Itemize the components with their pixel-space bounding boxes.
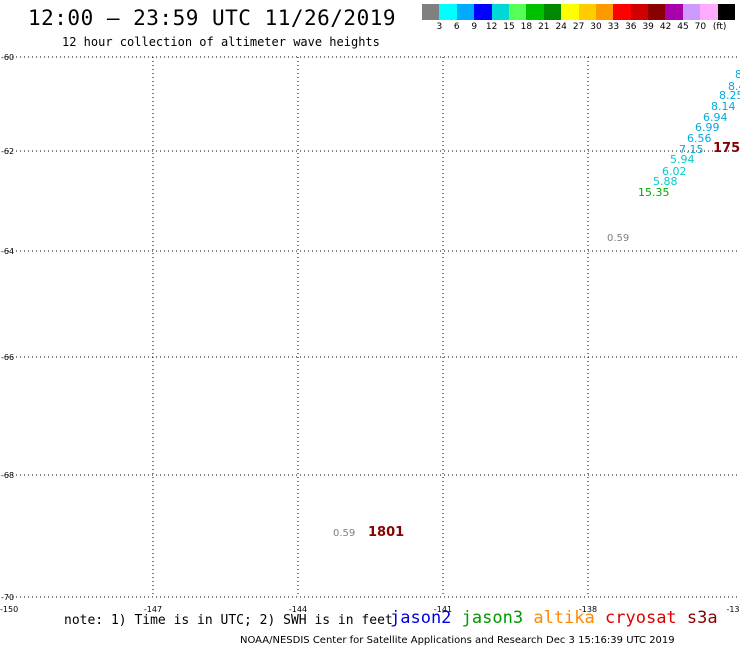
wave-height-label: 6.94 bbox=[703, 111, 728, 124]
color-swatch bbox=[648, 4, 666, 20]
color-scale-label: 6 bbox=[453, 22, 460, 32]
color-swatch bbox=[561, 4, 579, 20]
wave-height-label: 6.56 bbox=[687, 132, 712, 145]
map-axis-labels: -60-62-64-66-68-70-150 -147 -144 -141 -138 -1… bbox=[0, 53, 740, 614]
satellite-legend: jason2 jason3 altika cryosat s3a bbox=[390, 608, 718, 628]
color-swatch bbox=[543, 4, 562, 20]
color-swatch bbox=[630, 4, 649, 20]
color-swatch bbox=[422, 4, 440, 20]
footer-credit: NOAA/NESDIS Center for Satellite Applica… bbox=[240, 635, 675, 646]
longitude-label: -147 bbox=[144, 605, 162, 614]
color-scale-label: 42 bbox=[659, 22, 672, 32]
color-scale-label: 36 bbox=[625, 22, 637, 32]
wave-height-label: 0.59 bbox=[607, 233, 629, 244]
color-swatch bbox=[595, 4, 614, 20]
latitude-label: -68 bbox=[1, 471, 14, 480]
legend-s3a: s3a bbox=[686, 608, 718, 628]
color-scale-label: 33 bbox=[607, 22, 620, 32]
page-title: 12:00 – 23:59 UTC 11/26/2019 bbox=[28, 6, 397, 30]
color-scale-label: 12 bbox=[485, 22, 498, 32]
wave-height-label: 15.35 bbox=[638, 186, 670, 199]
color-swatch bbox=[474, 4, 492, 20]
color-scale-label: 3 bbox=[436, 22, 443, 32]
color-scale-label: 18 bbox=[520, 22, 533, 32]
wave-height-label: 5.88 bbox=[653, 175, 678, 188]
color-swatch bbox=[456, 4, 475, 20]
color-swatch bbox=[508, 4, 527, 20]
legend-cryosat: cryosat bbox=[605, 608, 677, 628]
wave-height-label: 7.15 bbox=[679, 143, 704, 156]
color-scale-label: 39 bbox=[642, 22, 654, 32]
wave-height-observations: 88.48.258.146.946.996.567.15 175 5.946.025… bbox=[333, 68, 740, 540]
color-swatch bbox=[613, 4, 631, 20]
color-swatch bbox=[717, 4, 736, 20]
latitude-label: -64 bbox=[1, 247, 14, 256]
longitude-label: -144 bbox=[289, 605, 307, 614]
color-swatch bbox=[682, 4, 701, 20]
latitude-label: -70 bbox=[1, 593, 14, 602]
color-swatch bbox=[700, 4, 718, 20]
wave-height-label: 6.99 bbox=[695, 121, 720, 134]
latitude-label: -62 bbox=[1, 147, 14, 156]
longitude-label: -150 bbox=[0, 605, 18, 614]
color-scale-label: 70 bbox=[694, 22, 707, 32]
map-grid bbox=[8, 56, 740, 598]
latitude-label: -66 bbox=[1, 353, 14, 362]
color-scale-label: 30 bbox=[590, 22, 602, 32]
latitude-label: -60 bbox=[1, 53, 14, 62]
color-swatch bbox=[439, 4, 457, 20]
legend-jason3: jason3 bbox=[461, 608, 524, 628]
wave-height-label: 8 bbox=[735, 68, 740, 81]
wave-height-label: 5.94 bbox=[670, 153, 695, 166]
color-scale-label: 27 bbox=[572, 22, 585, 32]
wave-height-label: 1801 bbox=[368, 525, 404, 540]
wave-height-label: 0.59 bbox=[333, 528, 355, 539]
color-scale-label: 15 bbox=[503, 22, 515, 32]
color-swatch bbox=[665, 4, 683, 20]
color-swatch bbox=[578, 4, 596, 20]
color-scale-label: 9 bbox=[471, 22, 478, 32]
longitude-label: -141 bbox=[434, 605, 452, 614]
units-note: note: 1) Time is in UTC; 2) SWH is in fe… bbox=[64, 613, 393, 628]
color-scale-label: 45 bbox=[677, 22, 689, 32]
color-scale-unit: (ft) bbox=[712, 22, 727, 32]
legend-jason2: jason2 bbox=[390, 608, 452, 628]
color-swatch bbox=[491, 4, 509, 20]
page-subtitle: 12 hour collection of altimeter wave hei… bbox=[62, 35, 380, 49]
color-scale-bar bbox=[422, 4, 736, 20]
wave-height-label: 6.02 bbox=[662, 165, 687, 178]
wave-height-label: 8.25 bbox=[719, 89, 740, 102]
longitude-label: -13 bbox=[726, 605, 739, 614]
wave-height-label: 8.14 bbox=[711, 100, 736, 113]
wave-height-label: 8.4 bbox=[728, 80, 740, 93]
color-scale-label: 24 bbox=[555, 22, 567, 32]
longitude-label: -138 bbox=[579, 605, 597, 614]
color-swatch bbox=[526, 4, 544, 20]
wave-height-label: 175 bbox=[713, 141, 740, 156]
color-scale-label: 21 bbox=[538, 22, 550, 32]
legend-altika: altika bbox=[533, 608, 595, 628]
